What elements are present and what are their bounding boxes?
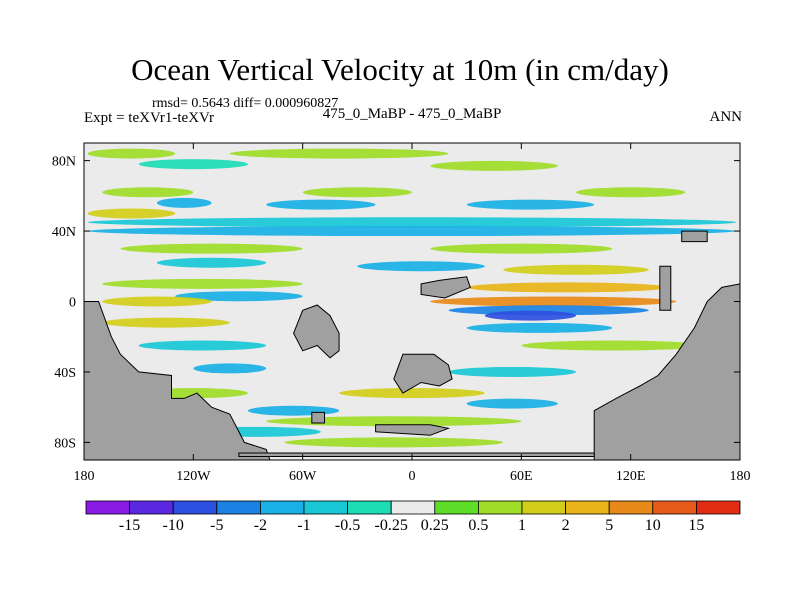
field-band-15 xyxy=(156,257,267,268)
chart-title: Ocean Vertical Velocity at 10m (in cm/da… xyxy=(131,52,669,87)
colorbar-swatch-11 xyxy=(565,500,610,515)
experiment-label: Expt = teXVr1-teXVr xyxy=(84,110,214,126)
y-tick-label-3: 40S xyxy=(54,366,76,381)
colorbar-label-6: -0.25 xyxy=(374,517,408,534)
field-band-35 xyxy=(266,416,522,427)
x-tick-label-2: 60W xyxy=(289,469,317,484)
land-small-island xyxy=(311,411,325,424)
field-band-3 xyxy=(430,160,558,171)
field-band-20 xyxy=(175,291,303,302)
colorbar-label-12: 10 xyxy=(644,517,661,534)
colorbar-swatch-6 xyxy=(347,500,392,515)
colorbar-label-13: 15 xyxy=(688,517,705,534)
field-band-11 xyxy=(87,217,737,228)
field-band-17 xyxy=(503,264,649,275)
y-tick-label-0: 80N xyxy=(52,155,76,170)
colorbar-swatch-7 xyxy=(390,500,436,515)
colorbar-label-7: 0.25 xyxy=(420,517,449,534)
field-band-27 xyxy=(138,340,267,351)
colorbar-label-9: 1 xyxy=(518,517,526,534)
field-band-30 xyxy=(448,366,576,377)
colorbar-swatch-8 xyxy=(434,500,479,515)
field-band-32 xyxy=(339,388,485,399)
colorbar-swatch-1 xyxy=(129,500,174,515)
colorbar-swatch-10 xyxy=(521,500,566,515)
colorbar-label-5: -0.5 xyxy=(334,517,361,534)
field-band-19 xyxy=(466,282,668,293)
colorbar-swatch-12 xyxy=(608,500,654,515)
field-band-33 xyxy=(466,398,558,409)
x-tick-label-3: 0 xyxy=(409,469,416,484)
colorbar-swatch-5 xyxy=(303,500,348,515)
x-tick-label-4: 60E xyxy=(510,469,533,484)
field-band-4 xyxy=(102,187,194,198)
land-central-block xyxy=(293,304,340,359)
land-north-block xyxy=(420,276,471,299)
x-tick-label-1: 120W xyxy=(176,469,211,484)
land-south-block xyxy=(393,353,453,394)
field-band-24 xyxy=(484,310,576,321)
colorbar-label-10: 2 xyxy=(561,517,570,534)
land-south-strip xyxy=(375,424,451,436)
y-tick-label-4: 80S xyxy=(54,436,76,451)
field-band-34 xyxy=(247,405,340,416)
case-label: 475_0_MaBP - 475_0_MaBP xyxy=(322,106,502,122)
y-tick-label-2: 0 xyxy=(69,296,76,311)
colorbar-swatch-2 xyxy=(172,500,218,515)
field-band-7 xyxy=(156,197,212,208)
y-tick-label-1: 40N xyxy=(52,225,76,240)
field-band-8 xyxy=(266,199,376,210)
land-east-island xyxy=(659,265,672,311)
land-right-continent xyxy=(593,283,740,460)
field-band-16 xyxy=(357,261,485,272)
field-band-12 xyxy=(87,226,737,237)
field-band-13 xyxy=(120,243,303,254)
colorbar-label-4: -1 xyxy=(297,517,311,534)
colorbar-swatch-0 xyxy=(85,500,130,515)
field-band-5 xyxy=(302,187,413,198)
field-band-10 xyxy=(87,208,176,219)
colorbar-swatch-4 xyxy=(259,500,305,515)
field-band-0 xyxy=(87,148,176,159)
field-band-25 xyxy=(102,317,230,328)
land-ne-block xyxy=(681,230,708,243)
x-tick-label-5: 120E xyxy=(616,469,646,484)
colorbar-label-11: 5 xyxy=(605,517,614,534)
field-band-2 xyxy=(138,159,248,170)
x-tick-label-6: 180 xyxy=(730,469,751,484)
field-band-28 xyxy=(521,340,704,351)
plot-area xyxy=(84,148,740,460)
field-band-9 xyxy=(466,199,595,210)
field-band-6 xyxy=(576,187,686,198)
land-south-rim xyxy=(238,452,595,457)
field-band-29 xyxy=(193,363,267,374)
field-band-14 xyxy=(430,243,613,254)
x-tick-label-0: 180 xyxy=(74,469,95,484)
colorbar-swatch-14 xyxy=(696,500,741,515)
field-band-21 xyxy=(102,296,212,307)
colorbar-label-2: -5 xyxy=(210,517,224,534)
colorbar-swatch-13 xyxy=(652,500,697,515)
colorbar-label-0: -15 xyxy=(118,517,141,534)
colorbar-label-3: -2 xyxy=(253,517,268,534)
colorbar-swatch-3 xyxy=(216,500,261,515)
colorbar-label-8: 0.5 xyxy=(468,517,489,534)
colorbar-label-1: -10 xyxy=(162,517,184,534)
field-band-37 xyxy=(284,437,504,448)
field-band-18 xyxy=(102,278,303,289)
season-label: ANN xyxy=(709,109,743,125)
colorbar-swatch-9 xyxy=(477,500,523,515)
stats-label: rmsd= 0.5643 diff= 0.000960827 xyxy=(152,96,339,111)
field-band-1 xyxy=(229,148,449,159)
field-band-22 xyxy=(430,296,677,307)
field-band-26 xyxy=(466,322,613,333)
